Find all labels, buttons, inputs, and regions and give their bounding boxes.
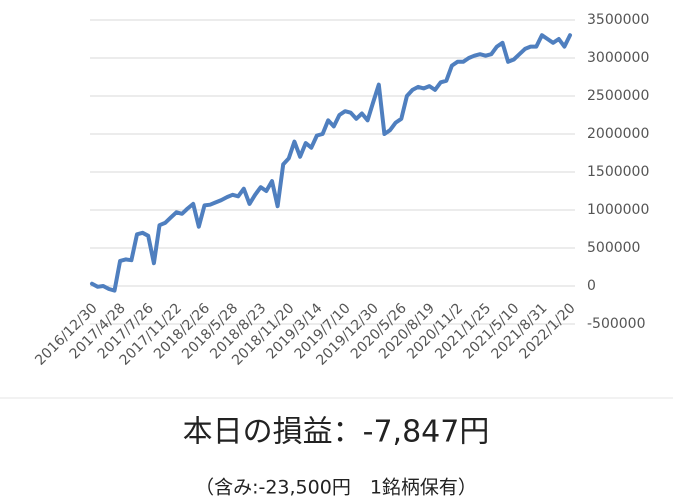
y-tick-label: 0: [587, 278, 596, 294]
y-tick-label: 2000000: [587, 126, 649, 142]
y-tick-label: 1000000: [587, 202, 649, 218]
y-tick-label: 500000: [587, 240, 640, 256]
holdings-text: （含み:-23,500円 1銘柄保有）: [195, 477, 477, 499]
pnl-text: 本日の損益：-7,847円: [183, 415, 490, 450]
y-tick-label: 1500000: [587, 164, 649, 180]
y-tick-label: -500000: [587, 316, 646, 332]
y-tick-label: 3000000: [587, 50, 649, 66]
y-tick-label: 3500000: [587, 12, 649, 28]
series-line: [90, 33, 572, 293]
y-tick-label: 2500000: [587, 88, 649, 104]
